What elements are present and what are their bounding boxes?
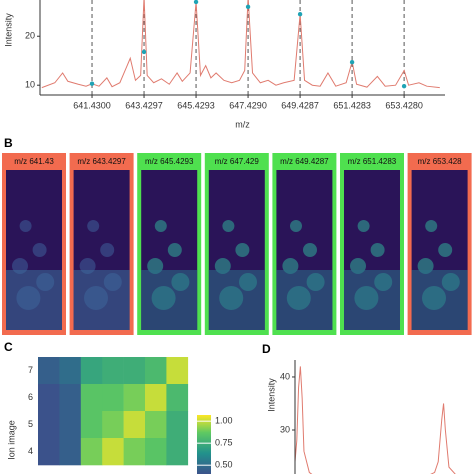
image-label: m/z 647.429: [215, 157, 260, 166]
peak-point: [401, 83, 407, 89]
heat-cell: [166, 357, 189, 385]
heat-cell: [166, 384, 189, 412]
tissue-blob: [303, 243, 317, 257]
panel-label: C: [4, 340, 13, 354]
y-tick-label: 30: [280, 424, 290, 434]
heat-cell: [145, 438, 167, 466]
x-tick-label: 653.4280: [385, 100, 423, 110]
colorbar: [197, 415, 211, 474]
y-tick-label: 40: [280, 371, 290, 381]
image-label: m/z 653.428: [418, 157, 463, 166]
heat-cell: [38, 438, 60, 466]
x-tick-label: 643.4297: [125, 100, 163, 110]
heat-cell: [80, 438, 103, 466]
spectrum-line: [295, 366, 456, 474]
heat-cell: [80, 411, 103, 439]
heat-cell: [102, 411, 124, 439]
image-label: m/z 649.4287: [280, 157, 329, 166]
peak-point: [193, 0, 199, 5]
heat-cell: [123, 357, 146, 385]
heat-cell: [38, 411, 60, 439]
tissue-blob: [425, 220, 438, 232]
tissue-region: [276, 270, 333, 330]
panel-label: B: [4, 136, 13, 150]
y-tick-label: 20: [25, 31, 35, 41]
peak-point: [141, 49, 147, 55]
heat-cell: [38, 384, 60, 412]
heat-cell: [59, 384, 82, 412]
tissue-blob: [100, 243, 115, 257]
y-tick-label: 4: [28, 446, 33, 456]
colorbar-label: 1.00: [215, 416, 233, 426]
tissue-blob: [87, 220, 100, 232]
peak-point: [89, 81, 95, 86]
tissue-blob: [370, 243, 385, 257]
heat-cell: [38, 357, 60, 385]
tissue-blob: [290, 220, 302, 232]
tissue-blob: [357, 220, 370, 232]
y-tick-label: 7: [28, 365, 33, 375]
tissue-region: [73, 270, 130, 330]
y-tick-label: 10: [25, 80, 35, 90]
x-tick-label: 641.4300: [73, 100, 111, 110]
heat-cell: [80, 384, 103, 412]
y-tick-label: 6: [28, 392, 33, 402]
tissue-region: [141, 270, 198, 330]
tissue-blob: [222, 220, 235, 232]
tissue-region: [411, 270, 468, 330]
heat-cell: [102, 384, 124, 412]
tissue-blob: [235, 243, 250, 257]
heat-cell: [145, 357, 167, 385]
x-tick-label: 651.4283: [333, 100, 371, 110]
colorbar-label: 0.75: [215, 438, 233, 448]
tissue-blob: [438, 243, 453, 257]
heat-cell: [123, 438, 146, 466]
peak-point: [245, 4, 251, 10]
heat-cell: [102, 357, 124, 385]
tissue-blob: [19, 220, 32, 232]
heat-cell: [145, 384, 167, 412]
plot-area: [295, 366, 456, 474]
tissue-region: [208, 270, 265, 330]
heat-cell: [102, 438, 124, 466]
tissue-blob: [32, 243, 47, 257]
image-label: m/z 651.4283: [348, 157, 397, 166]
heat-cell: [166, 438, 189, 466]
x-axis-label: m/z: [235, 119, 250, 129]
x-tick-label: 647.4290: [229, 100, 267, 110]
heat-cell: [59, 411, 82, 439]
image-label: m/z 643.4297: [77, 157, 126, 166]
peak-point: [297, 12, 303, 17]
image-label: m/z 645.4293: [145, 157, 194, 166]
plot-area: [41, 0, 440, 95]
y-axis-label: Intensity: [266, 378, 276, 412]
heat-cell: [145, 411, 167, 439]
heat-cell: [80, 357, 103, 385]
tissue-blob: [167, 243, 182, 257]
heat-cell: [59, 438, 82, 466]
heat-cell: [123, 384, 146, 412]
colorbar-label: 0.50: [215, 460, 233, 470]
heat-cell: [166, 411, 189, 439]
tissue-region: [6, 270, 62, 330]
image-label: m/z 641.43: [14, 157, 54, 166]
panel-label: D: [262, 342, 271, 356]
heat-cell: [123, 411, 146, 439]
tissue-blob: [154, 220, 167, 232]
heat-cell: [59, 357, 82, 385]
x-tick-label: 645.4293: [177, 100, 215, 110]
tissue-region: [344, 270, 400, 330]
y-axis-label: Intensity: [3, 13, 13, 47]
spectrum-line: [41, 0, 440, 89]
y-tick-label: 5: [28, 419, 33, 429]
x-tick-label: 649.4287: [281, 100, 319, 110]
y-axis-label: Ion image: [6, 420, 16, 460]
peak-point: [349, 59, 355, 65]
